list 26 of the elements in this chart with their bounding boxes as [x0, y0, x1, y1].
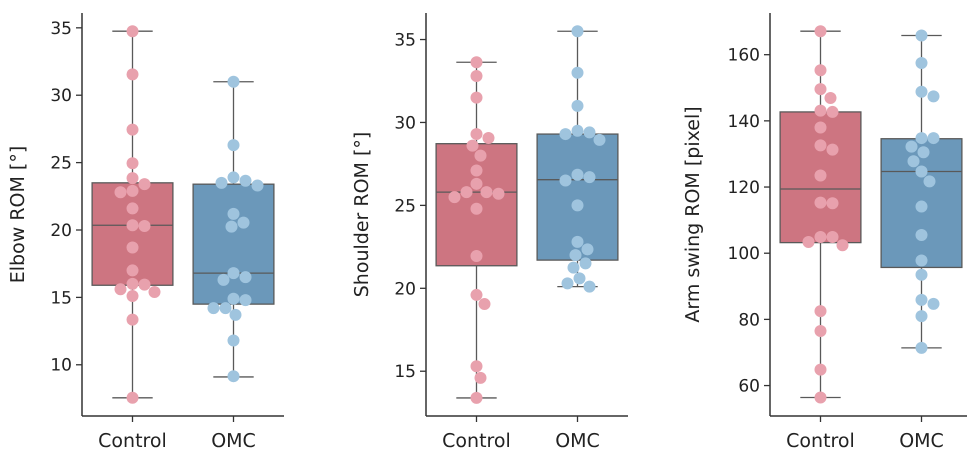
x-tick-label: OMC: [899, 430, 944, 451]
y-tick-label: 35: [50, 18, 72, 39]
y-tick-label: 140: [728, 112, 760, 132]
x-tick-label: OMC: [211, 430, 256, 451]
y-tick-label: 15: [50, 288, 72, 308]
y-axis-title: Arm swing ROM [pixel]: [682, 106, 704, 323]
y-tick-label: 30: [50, 86, 72, 106]
y-axis-title: Elbow ROM [°]: [7, 146, 29, 284]
y-tick-label: 120: [728, 178, 760, 198]
y-tick-label: 80: [738, 310, 760, 330]
x-tick-label: OMC: [555, 430, 600, 451]
y-tick-label: 25: [50, 154, 72, 174]
x-tick-label: Control: [786, 430, 855, 451]
y-axis-title: Shoulder ROM [°]: [351, 132, 373, 298]
y-tick-label: 60: [738, 376, 760, 397]
y-tick-label: 100: [728, 244, 760, 264]
y-tick-label: 10: [50, 356, 72, 376]
y-tick-label: 30: [394, 113, 416, 134]
x-tick-label: Control: [442, 430, 511, 451]
y-tick-label: 15: [394, 362, 416, 382]
y-tick-label: 160: [728, 46, 760, 66]
x-tick-label: Control: [98, 430, 167, 451]
y-tick-label: 35: [394, 30, 416, 50]
y-tick-label: 25: [394, 196, 416, 216]
y-tick-label: 20: [394, 279, 416, 300]
y-tick-label: 20: [50, 220, 72, 241]
